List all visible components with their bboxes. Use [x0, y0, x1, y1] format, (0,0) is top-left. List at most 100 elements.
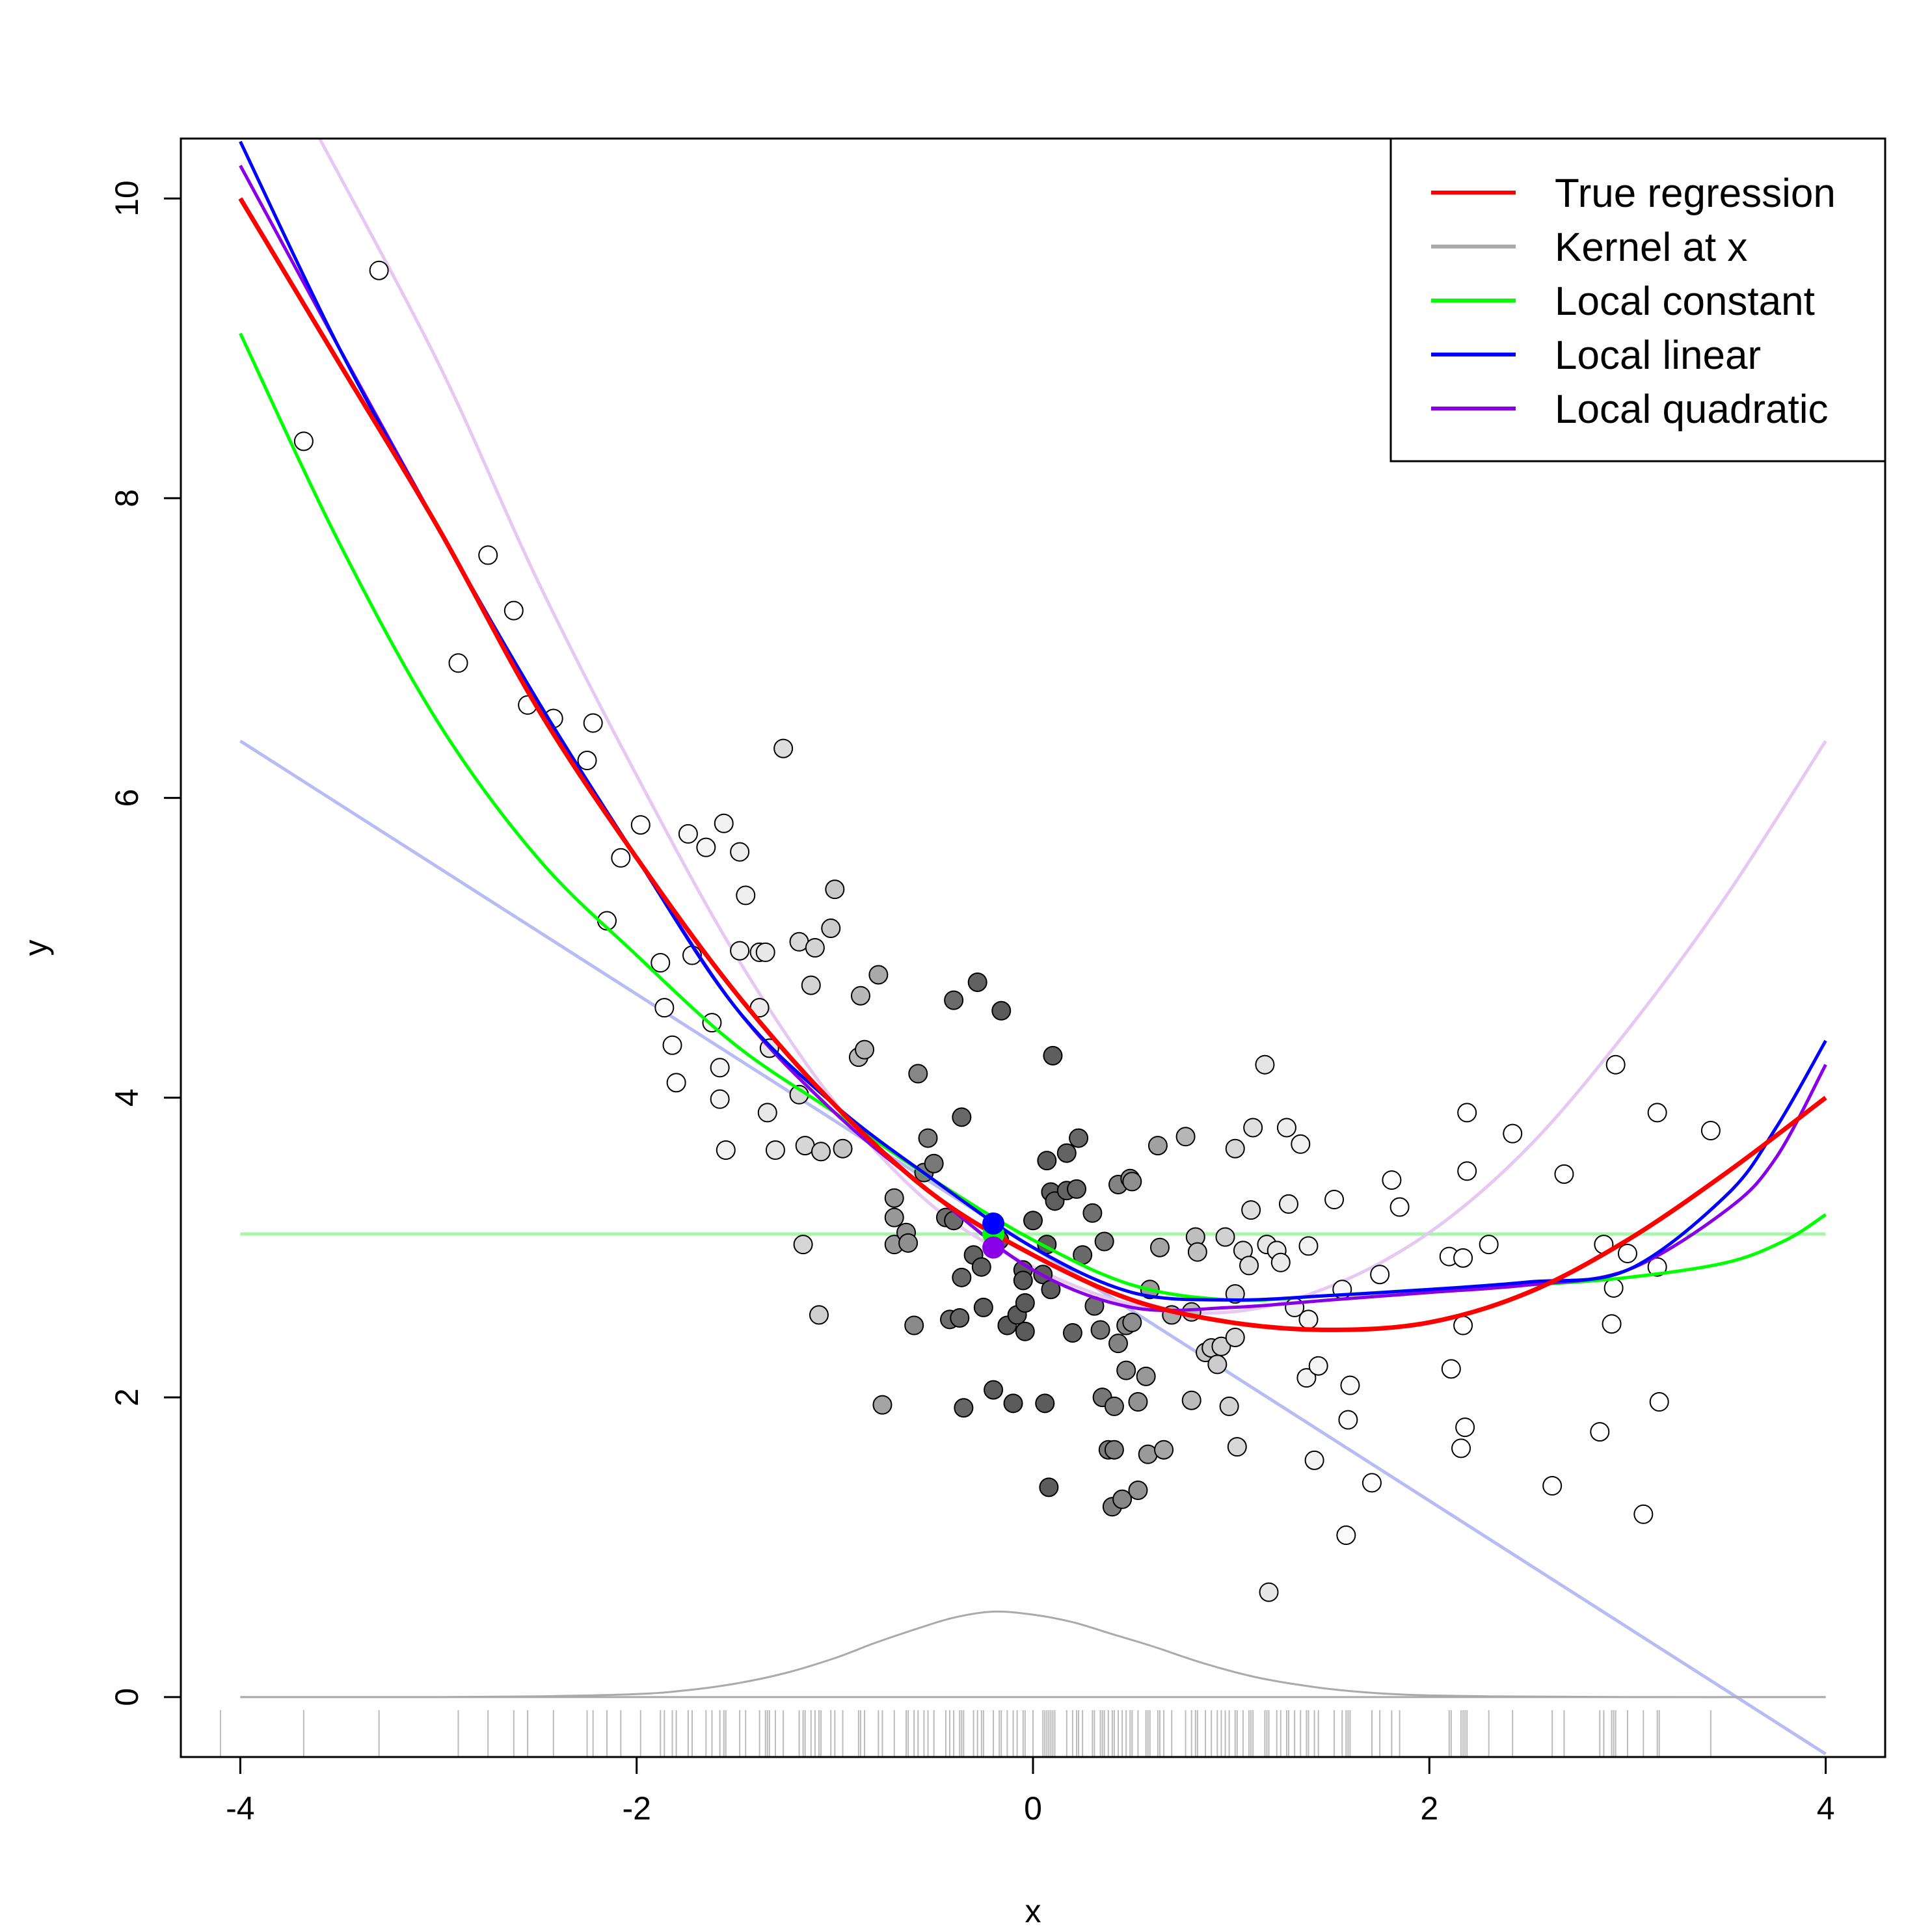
x-tick-label: 2: [1420, 1790, 1438, 1827]
data-point: [950, 1308, 970, 1328]
data-point: [967, 972, 987, 992]
data-point: [503, 600, 524, 621]
y-tick-label: 0: [109, 1688, 145, 1706]
data-points: [293, 260, 1721, 1602]
data-point: [1451, 1438, 1471, 1458]
local-quadratic-eval-marker: [982, 1236, 1005, 1259]
data-point: [1104, 1440, 1124, 1460]
data-point: [1082, 1203, 1103, 1223]
x-tick-label: 0: [1024, 1790, 1042, 1827]
data-point: [1035, 1393, 1055, 1414]
y-tick-label: 2: [109, 1388, 145, 1406]
local-linear-eval-marker: [982, 1212, 1005, 1235]
data-point: [973, 1297, 993, 1317]
y-axis-title: y: [18, 940, 54, 956]
data-point: [1298, 1236, 1319, 1256]
data-point: [1279, 1194, 1298, 1214]
data-point: [952, 1267, 972, 1287]
kernel-line: [240, 1610, 1826, 1698]
data-point: [1147, 1136, 1168, 1156]
data-point: [1215, 1227, 1235, 1247]
data-point: [805, 938, 825, 958]
data-point: [1340, 1375, 1360, 1395]
data-point: [1013, 1270, 1033, 1291]
x-axis: -4 -2 0 2 4: [226, 1756, 1835, 1827]
data-point: [1647, 1103, 1667, 1123]
data-point: [1207, 1354, 1228, 1375]
y-tick-label: 8: [109, 489, 145, 507]
x-tick-label: -2: [622, 1790, 651, 1827]
data-point: [898, 1233, 919, 1253]
data-point: [1542, 1476, 1563, 1496]
data-point: [583, 713, 603, 733]
data-point: [821, 919, 841, 939]
data-point: [1116, 1360, 1136, 1380]
y-tick-label: 6: [109, 789, 145, 807]
data-point: [1453, 1248, 1473, 1268]
data-point: [884, 1188, 904, 1208]
data-point: [1457, 1103, 1477, 1123]
data-point: [1069, 1128, 1089, 1148]
data-point: [1362, 1473, 1382, 1493]
data-point: [654, 998, 675, 1018]
data-point: [1590, 1422, 1610, 1442]
data-point: [1453, 1315, 1473, 1335]
legend-label-local-quadratic: Local quadratic: [1555, 387, 1829, 432]
legend-label-local-linear: Local linear: [1555, 333, 1761, 378]
data-point: [651, 953, 671, 973]
kernel-curve: [240, 1610, 1826, 1698]
data-point: [1015, 1321, 1035, 1341]
data-point: [1225, 1138, 1245, 1159]
data-point: [1457, 1161, 1477, 1181]
data-point: [1554, 1164, 1574, 1184]
data-point: [696, 837, 716, 857]
data-point: [1602, 1314, 1622, 1334]
evaluation-point-markers: [982, 1212, 1005, 1259]
legend-label-true-regression: True regression: [1555, 171, 1836, 216]
data-point: [611, 848, 631, 868]
data-point: [1255, 1054, 1275, 1075]
data-point: [1700, 1121, 1721, 1141]
y-tick-label: 10: [109, 180, 145, 217]
data-point: [908, 1064, 928, 1084]
data-point: [1225, 1327, 1245, 1347]
data-point: [952, 1107, 972, 1127]
data-point: [1298, 1309, 1319, 1330]
data-point: [833, 1138, 853, 1159]
data-point: [710, 1089, 730, 1109]
data-point: [884, 1207, 904, 1228]
data-point: [1108, 1334, 1128, 1354]
data-point: [757, 1103, 777, 1123]
data-point: [1259, 1582, 1279, 1602]
data-point: [1633, 1504, 1654, 1524]
data-point: [1338, 1410, 1358, 1430]
data-point: [1389, 1197, 1410, 1217]
data-point: [954, 1398, 974, 1418]
data-point: [1324, 1190, 1345, 1210]
data-point: [1276, 1118, 1296, 1138]
legend-label-kernel: Kernel at x: [1555, 225, 1747, 270]
data-point: [904, 1315, 924, 1335]
data-point: [1296, 1368, 1317, 1388]
rug-marks: [219, 1710, 1711, 1757]
x-tick-label: 4: [1817, 1790, 1835, 1827]
data-point: [868, 965, 889, 985]
data-point: [1243, 1118, 1263, 1138]
data-point: [1187, 1242, 1207, 1262]
data-point: [825, 879, 845, 900]
data-point: [918, 1128, 938, 1148]
data-point: [1039, 1477, 1059, 1497]
data-point: [1370, 1265, 1390, 1285]
data-point: [944, 990, 964, 1010]
data-point: [1067, 1179, 1087, 1199]
data-point: [666, 1073, 686, 1093]
data-point: [577, 751, 597, 771]
data-point: [801, 975, 821, 995]
data-point: [1603, 1278, 1624, 1298]
data-point: [1291, 1134, 1311, 1154]
legend-label-local-constant: Local constant: [1555, 279, 1815, 324]
data-point: [1104, 1396, 1124, 1416]
data-point: [1227, 1437, 1247, 1457]
data-point: [850, 986, 870, 1006]
data-point: [1455, 1417, 1475, 1438]
